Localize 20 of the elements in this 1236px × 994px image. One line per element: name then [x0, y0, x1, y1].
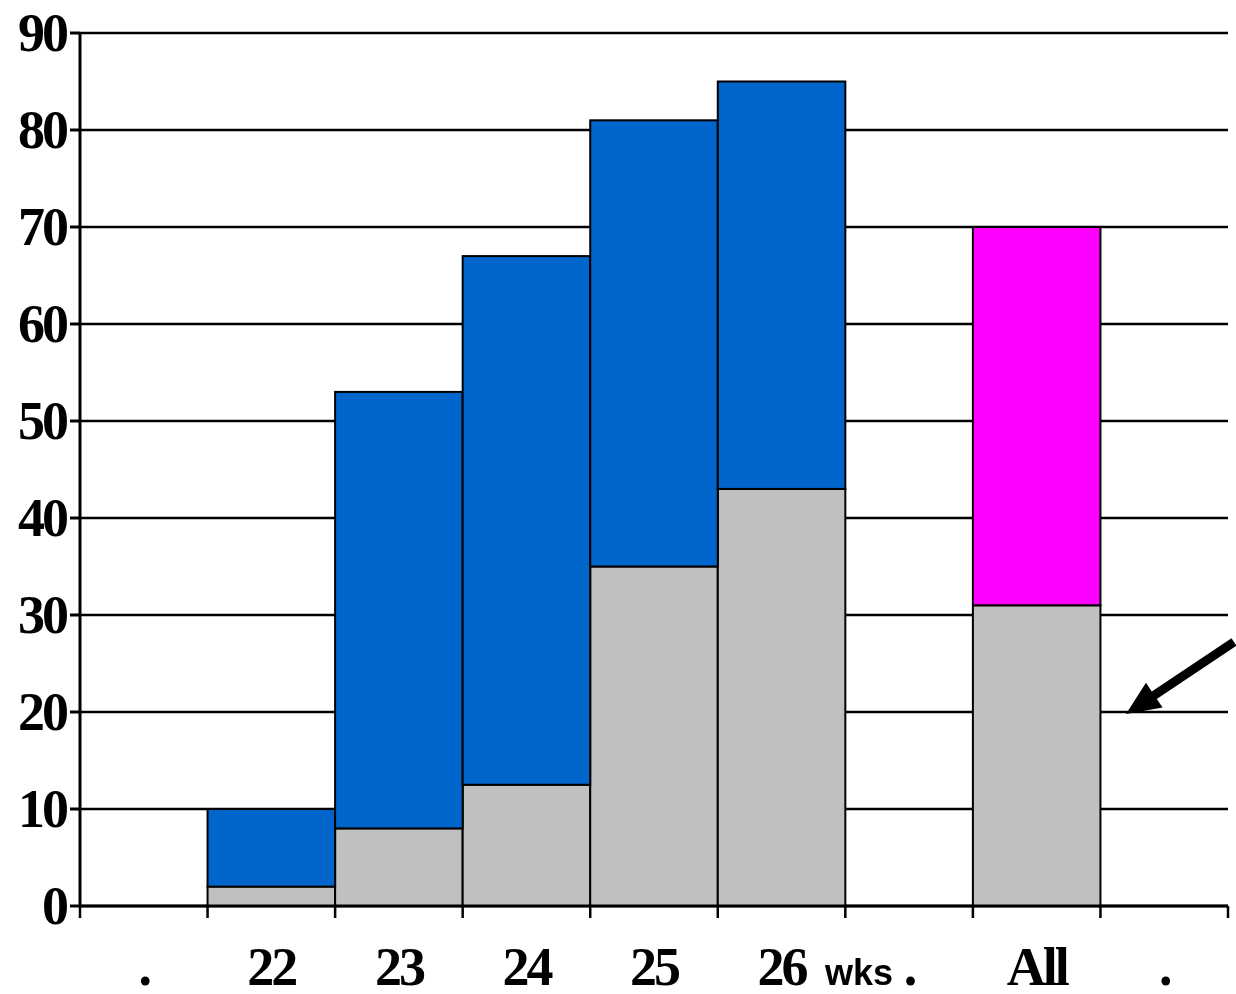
x-tick-label: All — [1006, 937, 1070, 994]
y-tick-label: 40 — [18, 488, 67, 548]
x-tick-label: 22 — [247, 937, 297, 994]
y-tick-label: 90 — [18, 3, 67, 63]
x-tick-label: . — [1158, 937, 1171, 994]
y-tick-label: 70 — [18, 197, 67, 257]
text: wks — [824, 952, 894, 993]
x-tick-label: 23 — [374, 937, 425, 994]
x-tick-label: 26 — [757, 937, 808, 994]
y-tick-label: 60 — [18, 294, 67, 354]
x-tick-label: 24 — [502, 937, 553, 994]
x-tick-label: . — [138, 937, 151, 994]
y-tick-label: 50 — [18, 391, 67, 451]
y-tick-label: 80 — [18, 100, 67, 160]
y-tick-label: 10 — [18, 779, 67, 839]
y-tick-label: 30 — [18, 585, 67, 645]
y-tick-label: 0 — [42, 876, 67, 936]
x-tick-label: 25 — [630, 937, 680, 994]
y-tick-label: 20 — [18, 682, 67, 742]
x-tick-label: . — [903, 937, 916, 994]
